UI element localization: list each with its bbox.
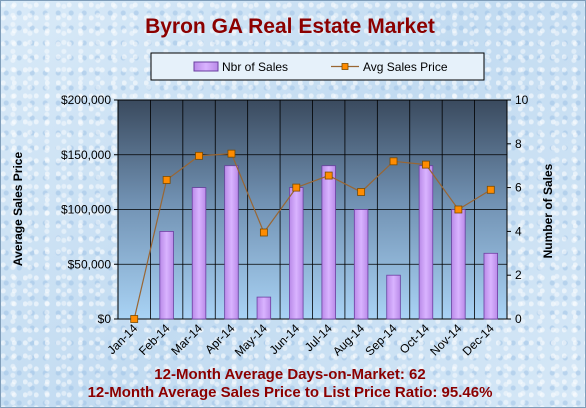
price-point-Jun-14 bbox=[292, 183, 301, 192]
bar-Apr-14 bbox=[224, 165, 239, 320]
price-point-Mar-14 bbox=[195, 151, 203, 160]
price-line bbox=[130, 149, 495, 323]
bar-Feb-14 bbox=[159, 230, 174, 320]
x-tick-label: Mar-14 bbox=[168, 321, 205, 358]
x-tick-label: May-14 bbox=[232, 321, 270, 359]
price-point-Feb-14 bbox=[162, 176, 171, 184]
price-point-Dec-14 bbox=[486, 185, 495, 194]
right-tick-label: 4 bbox=[515, 224, 522, 238]
y-axis-left-title: Average Sales Price bbox=[11, 152, 25, 267]
x-tick-label: Nov-14 bbox=[427, 321, 464, 358]
bar-Mar-14 bbox=[191, 187, 207, 320]
footer-days-on-market: 12-Month Average Days-on-Market: 62 bbox=[154, 366, 425, 383]
left-tick-label: $150,000 bbox=[61, 148, 111, 162]
x-tick-label: Jan-14 bbox=[104, 321, 140, 357]
price-point-Sep-14 bbox=[389, 157, 398, 166]
price-point-Nov-14 bbox=[454, 205, 463, 214]
chart-title: Byron GA Real Estate Market bbox=[145, 15, 435, 38]
right-tick-label: 0 bbox=[515, 312, 522, 326]
bar-May-14 bbox=[256, 296, 272, 320]
legend: Nbr of Sales Avg Sales Price bbox=[150, 52, 485, 81]
right-tick-label: 10 bbox=[515, 93, 529, 107]
left-tick-label: $200,000 bbox=[61, 93, 111, 107]
legend-bar-swatch bbox=[193, 61, 219, 72]
y-axis-right-title: Number of Sales bbox=[541, 163, 555, 258]
x-tick-label: Oct-14 bbox=[397, 321, 433, 357]
bar-Dec-14 bbox=[483, 252, 498, 320]
x-tick-label: Dec-14 bbox=[460, 321, 497, 358]
right-axis-ticks: 0 2 4 6 8 10 bbox=[507, 93, 529, 326]
price-point-May-14 bbox=[259, 228, 268, 237]
bar-Aug-14 bbox=[353, 209, 369, 320]
legend-label-price: Avg Sales Price bbox=[363, 60, 448, 74]
bar-Jun-14 bbox=[289, 187, 304, 320]
bar-Sep-14 bbox=[386, 274, 401, 320]
legend-label-sales: Nbr of Sales bbox=[222, 60, 288, 74]
footer-price-ratio: 12-Month Average Sales Price to List Pri… bbox=[88, 384, 493, 401]
price-point-Apr-14 bbox=[227, 149, 236, 158]
price-point-Aug-14 bbox=[357, 188, 366, 196]
right-tick-label: 6 bbox=[515, 181, 522, 195]
x-tick-label: Feb-14 bbox=[136, 321, 173, 358]
gridlines bbox=[118, 100, 507, 319]
price-point-Oct-14 bbox=[422, 160, 430, 169]
x-tick-label: Jun-14 bbox=[267, 321, 303, 357]
left-axis-ticks: $0 $50,000 $100,000 $150,000 $200,000 bbox=[61, 93, 118, 326]
price-point-Jan-14 bbox=[130, 315, 139, 323]
right-tick-label: 8 bbox=[515, 137, 522, 151]
x-tick-label: Aug-14 bbox=[330, 321, 367, 358]
left-tick-label: $0 bbox=[98, 312, 112, 326]
left-tick-label: $50,000 bbox=[68, 257, 112, 271]
price-polyline bbox=[133, 153, 492, 320]
bar-Oct-14 bbox=[418, 165, 434, 320]
bars bbox=[159, 165, 498, 320]
price-point-Jul-14 bbox=[324, 171, 333, 180]
bar-Jul-14 bbox=[321, 165, 336, 320]
right-tick-label: 2 bbox=[515, 268, 522, 282]
bar-Nov-14 bbox=[451, 209, 466, 320]
x-tick-label: Sep-14 bbox=[362, 321, 399, 358]
legend-marker-swatch bbox=[341, 63, 349, 70]
left-tick-label: $100,000 bbox=[61, 203, 111, 217]
